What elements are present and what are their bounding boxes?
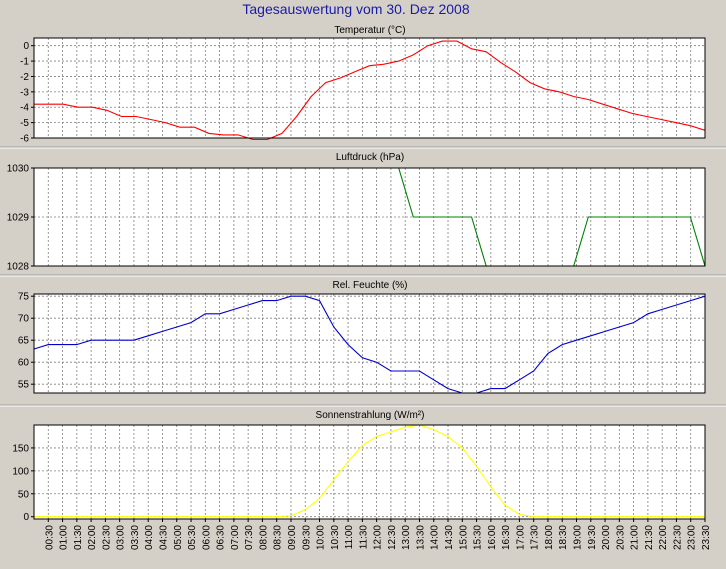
time-tick-label: 13:00 [401, 525, 412, 550]
time-tick-label: 06:30 [216, 525, 227, 550]
time-tick-label: 22:30 [672, 525, 683, 550]
time-tick-label: 04:00 [144, 525, 155, 550]
temperature-ytick-label: 0 [23, 41, 29, 52]
radiation-plot-border [33, 424, 706, 520]
time-tick-label: 01:30 [73, 525, 84, 550]
time-tick-label: 10:00 [316, 525, 327, 550]
time-tick-label: 08:30 [273, 525, 284, 550]
pressure-plot-border [33, 167, 706, 267]
radiation-ytick-label: 50 [18, 489, 30, 500]
humidity-chart: Rel. Feuchte (%) 75 70 65 60 55 [0, 274, 726, 394]
time-tick-label: 17:30 [530, 525, 541, 550]
radiation-plot-area [33, 424, 706, 520]
radiation-series-line [34, 424, 705, 518]
time-tick-label: 17:00 [515, 525, 526, 550]
time-tick-label: 23:00 [687, 525, 698, 550]
humidity-ytick-label: 65 [18, 336, 30, 347]
temperature-series-line [34, 40, 706, 141]
time-tick-label: 02:30 [101, 525, 112, 550]
temperature-ytick-label: -1 [20, 57, 29, 68]
time-tick-label: 05:30 [187, 525, 198, 550]
pressure-ytick-label: 1030 [7, 164, 30, 175]
time-tick-label: 16:30 [501, 525, 512, 550]
temperature-ytick-label: -4 [20, 103, 29, 114]
time-tick-label: 23:30 [701, 525, 712, 550]
pressure-ytick-label: 1028 [7, 262, 30, 273]
time-tick-label: 20:30 [615, 525, 626, 550]
time-tick-label: 13:30 [415, 525, 426, 550]
pressure-title: Luftdruck (hPa) [336, 152, 404, 163]
temperature-ytick-label: -5 [20, 118, 29, 129]
time-tick-label: 09:00 [287, 525, 298, 550]
time-tick-label: 03:30 [130, 525, 141, 550]
time-tick-label: 06:00 [201, 525, 212, 550]
temperature-ytick-label: -6 [20, 134, 29, 145]
time-tick-label: 00:30 [44, 525, 55, 550]
pressure-ytick-label: 1029 [7, 213, 30, 224]
radiation-ytick-label: 0 [23, 512, 29, 523]
temperature-plot-area [33, 37, 706, 139]
humidity-title: Rel. Feuchte (%) [332, 280, 407, 291]
time-tick-label: 07:30 [244, 525, 255, 550]
time-tick-label: 07:00 [230, 525, 241, 550]
window-title: Tagesauswertung vom 30. Dez 2008 [242, 1, 469, 17]
time-axis: 00:30 01:00 01:30 02:00 02:30 03:00 03:30 04:00… [44, 519, 712, 550]
time-tick-label: 05:00 [173, 525, 184, 550]
time-tick-label: 16:00 [487, 525, 498, 550]
time-tick-label: 15:00 [458, 525, 469, 550]
radiation-title: Sonnenstrahlung (W/m²) [316, 410, 425, 421]
time-tick-label: 18:30 [558, 525, 569, 550]
time-tick-label: 09:30 [301, 525, 312, 550]
time-tick-label: 15:30 [473, 525, 484, 550]
time-tick-label: 02:00 [87, 525, 98, 550]
time-tick-label: 08:00 [258, 525, 269, 550]
humidity-plot-area [33, 293, 706, 394]
time-tick-label: 21:00 [630, 525, 641, 550]
time-tick-label: 03:00 [116, 525, 127, 550]
temperature-title: Temperatur (°C) [334, 25, 405, 36]
time-tick-label: 14:00 [430, 525, 441, 550]
radiation-ytick-label: 100 [12, 466, 29, 477]
humidity-ytick-label: 55 [18, 380, 30, 391]
time-tick-label: 12:30 [387, 525, 398, 550]
time-tick-label: 22:00 [658, 525, 669, 550]
humidity-ytick-label: 75 [18, 292, 30, 303]
temperature-plot-border [33, 37, 706, 139]
time-tick-label: 19:00 [573, 525, 584, 550]
time-tick-label: 04:30 [158, 525, 169, 550]
time-tick-label: 14:30 [444, 525, 455, 550]
time-tick-label: 18:00 [544, 525, 555, 550]
time-tick-label: 11:00 [344, 525, 355, 550]
time-tick-label: 20:00 [601, 525, 612, 550]
humidity-plot-border [33, 293, 706, 394]
time-tick-label: 19:30 [587, 525, 598, 550]
temperature-ytick-label: -2 [20, 72, 29, 83]
radiation-chart: Sonnenstrahlung (W/m²) 150 100 50 0 [0, 404, 726, 523]
humidity-ytick-label: 60 [18, 358, 30, 369]
radiation-ytick-label: 150 [12, 443, 29, 454]
time-tick-label: 12:00 [373, 525, 384, 550]
time-tick-label: 21:30 [644, 525, 655, 550]
temperature-ytick-label: -3 [20, 87, 29, 98]
pressure-chart: Luftdruck (hPa) 1030 1029 1028 [0, 146, 726, 273]
time-tick-label: 10:30 [330, 525, 341, 550]
time-tick-label: 11:30 [358, 525, 369, 550]
humidity-ytick-label: 70 [18, 314, 30, 325]
temperature-chart: Temperatur (°C) 0 -1 -2 -3 -4 -5 -6 [20, 25, 706, 145]
humidity-series-line [33, 295, 706, 394]
time-tick-label: 01:00 [59, 525, 70, 550]
